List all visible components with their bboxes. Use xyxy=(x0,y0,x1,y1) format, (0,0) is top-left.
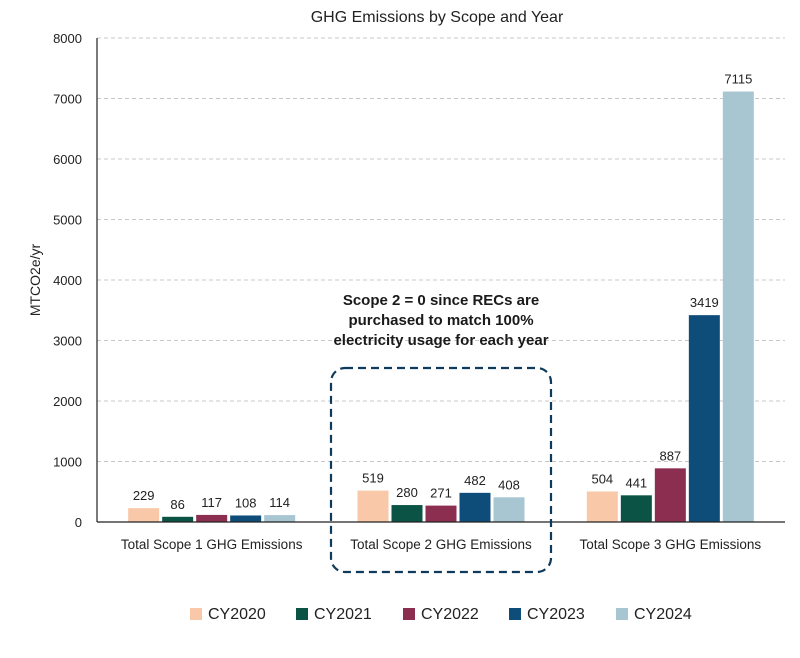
data-label: 482 xyxy=(464,473,486,488)
data-label: 114 xyxy=(269,495,290,510)
bar-cy2020-2 xyxy=(357,490,389,522)
bar-cy2024-1 xyxy=(264,515,296,522)
legend-swatch-cy2022 xyxy=(403,608,415,620)
legend-label-cy2021: CY2021 xyxy=(314,606,372,623)
data-label: 229 xyxy=(133,488,155,503)
bar-cy2024-2 xyxy=(493,497,525,522)
bar-cy2022-2 xyxy=(425,505,457,522)
y-tick-label: 6000 xyxy=(53,152,82,167)
category-label: Total Scope 3 GHG Emissions xyxy=(580,537,762,552)
y-tick-label: 3000 xyxy=(53,334,82,349)
bar-cy2021-3 xyxy=(620,495,652,522)
legend-swatch-cy2021 xyxy=(296,608,308,620)
legend-label-cy2024: CY2024 xyxy=(634,606,692,623)
data-labels: 229 86 117 108 114 519 280 271 482 408 504 441 887 34… xyxy=(133,72,753,512)
data-label: 108 xyxy=(235,495,257,510)
data-label: 117 xyxy=(201,495,222,510)
y-tick-label: 0 xyxy=(75,515,82,530)
data-label: 441 xyxy=(625,475,647,490)
bar-cy2021-1 xyxy=(162,516,194,522)
scope2-annotation: Scope 2 = 0 since RECs are purchased to m… xyxy=(329,292,553,574)
y-tick-label: 1000 xyxy=(53,455,82,470)
data-label: 271 xyxy=(430,486,452,501)
bar-cy2023-3 xyxy=(688,315,720,522)
bar-cy2021-2 xyxy=(391,505,423,522)
category-label: Total Scope 1 GHG Emissions xyxy=(121,537,303,552)
legend-label-cy2020: CY2020 xyxy=(208,606,266,623)
annotation-line: purchased to match 100% xyxy=(348,312,533,329)
category-label: Total Scope 2 GHG Emissions xyxy=(350,537,532,552)
chart-title: GHG Emissions by Scope and Year xyxy=(311,9,564,26)
legend-swatch-cy2023 xyxy=(509,608,521,620)
y-tick-label: 8000 xyxy=(53,31,82,46)
data-label: 408 xyxy=(498,477,520,492)
bar-cy2020-3 xyxy=(586,491,618,522)
bar-cy2024-3 xyxy=(722,91,754,522)
data-label: 86 xyxy=(170,497,184,512)
highlight-box xyxy=(329,366,553,574)
legend-swatch-cy2020 xyxy=(190,608,202,620)
gridlines xyxy=(97,37,785,462)
y-axis-label: MTCO2e/yr xyxy=(27,243,43,316)
y-tick-label: 7000 xyxy=(53,92,82,107)
axes xyxy=(96,38,785,523)
bar-cy2023-2 xyxy=(459,492,491,522)
data-label: 504 xyxy=(591,472,613,487)
y-tick-label: 2000 xyxy=(53,394,82,409)
legend-label-cy2022: CY2022 xyxy=(421,606,479,623)
data-label: 887 xyxy=(659,448,681,463)
y-tick-label: 4000 xyxy=(53,273,82,288)
y-tick-label: 5000 xyxy=(53,213,82,228)
data-label: 280 xyxy=(396,485,418,500)
bar-cy2023-1 xyxy=(230,515,262,522)
data-label: 3419 xyxy=(690,295,719,310)
legend: CY2020 CY2021 CY2022 CY2023 CY2024 xyxy=(190,606,692,623)
bars xyxy=(128,91,754,522)
annotation-line: Scope 2 = 0 since RECs are xyxy=(343,292,539,309)
y-axis-ticks: 0 1000 2000 3000 4000 5000 6000 7000 8000 xyxy=(53,31,82,530)
bar-cy2022-3 xyxy=(654,468,686,522)
data-label: 7115 xyxy=(724,72,752,87)
category-labels: Total Scope 1 GHG Emissions Total Scope 2… xyxy=(121,537,761,552)
legend-swatch-cy2024 xyxy=(616,608,628,620)
bar-cy2020-1 xyxy=(128,508,160,522)
data-label: 519 xyxy=(362,471,384,486)
legend-label-cy2023: CY2023 xyxy=(527,606,585,623)
annotation-line: electricity usage for each year xyxy=(333,332,548,349)
bar-cy2022-1 xyxy=(196,514,228,522)
